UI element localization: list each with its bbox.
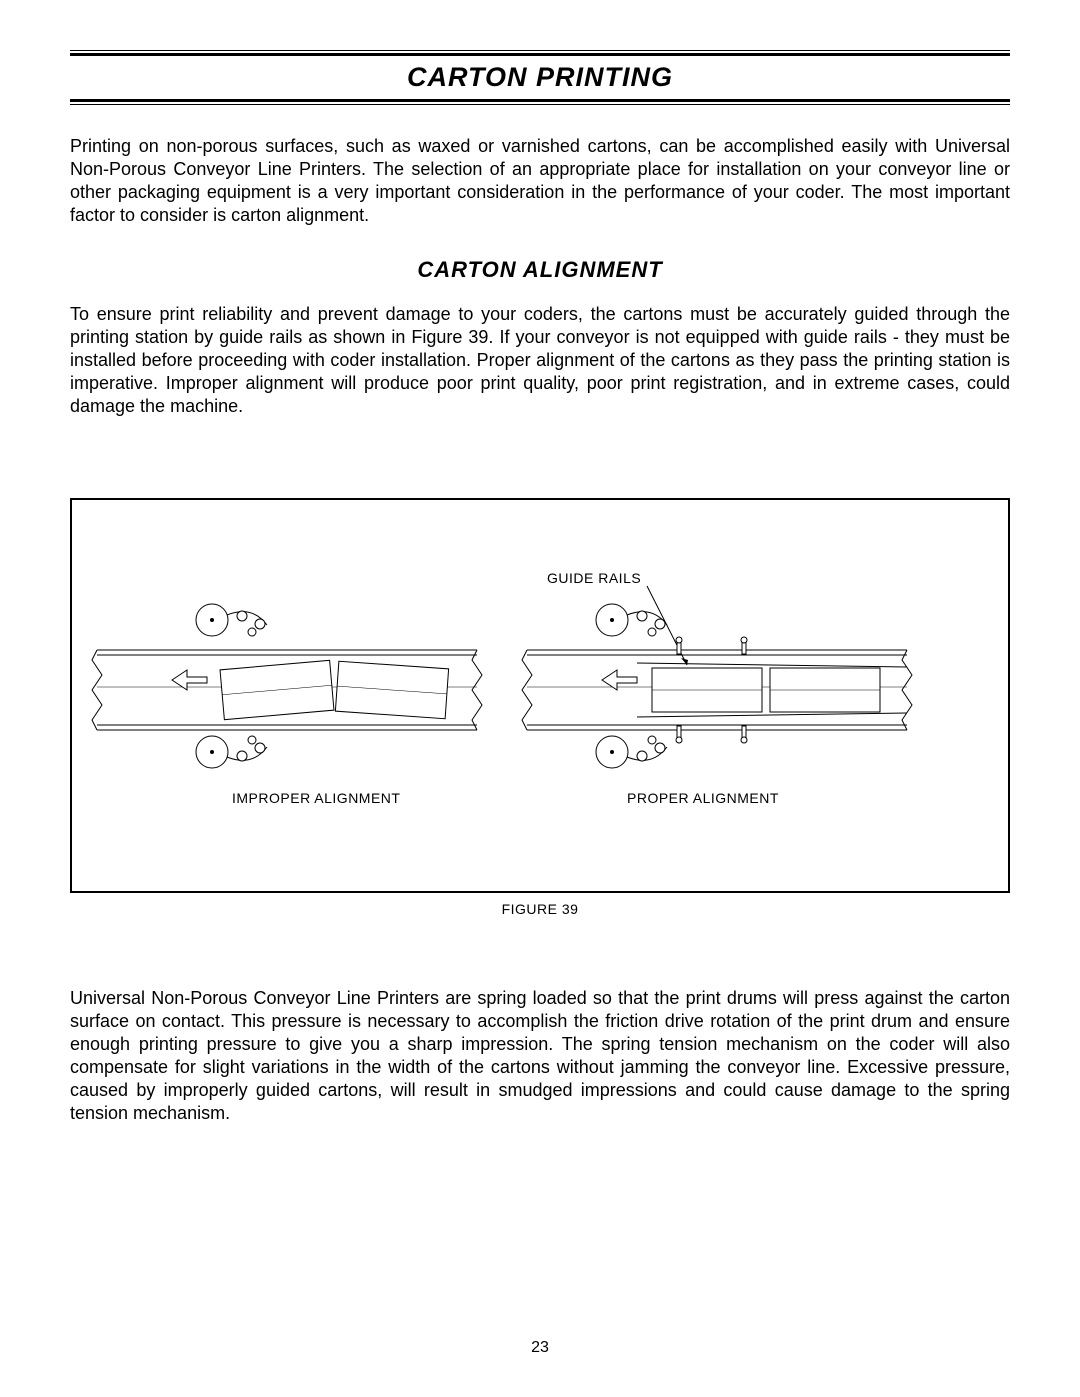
page-number: 23 bbox=[0, 1339, 1080, 1357]
improper-panel bbox=[92, 604, 482, 768]
bottom-printer-icon bbox=[196, 736, 267, 768]
alignment-diagram-svg bbox=[72, 500, 1008, 780]
header-block: CARTON PRINTING bbox=[70, 50, 1010, 105]
intro-paragraph: Printing on non-porous surfaces, such as… bbox=[70, 135, 1010, 227]
header-rule-top-thick bbox=[70, 53, 1010, 56]
header-rule-top-thin bbox=[70, 50, 1010, 51]
document-page: CARTON PRINTING Printing on non-porous s… bbox=[0, 0, 1080, 1397]
lower-paragraph: Universal Non-Porous Conveyor Line Print… bbox=[70, 987, 1010, 1125]
top-printer-icon bbox=[196, 604, 267, 636]
figure-caption: FIGURE 39 bbox=[70, 901, 1010, 917]
sub-title: CARTON ALIGNMENT bbox=[70, 257, 1010, 283]
main-title: CARTON PRINTING bbox=[70, 62, 1010, 93]
figure-frame: GUIDE RAILS IMPROPER ALIGNMENT PROPER AL… bbox=[70, 498, 1010, 893]
header-rule-bottom-thick bbox=[70, 99, 1010, 102]
alignment-paragraph: To ensure print reliability and prevent … bbox=[70, 303, 1010, 418]
proper-alignment-label: PROPER ALIGNMENT bbox=[627, 790, 779, 806]
header-rule-bottom-thin bbox=[70, 104, 1010, 105]
improper-alignment-label: IMPROPER ALIGNMENT bbox=[232, 790, 400, 806]
proper-panel bbox=[522, 604, 912, 768]
